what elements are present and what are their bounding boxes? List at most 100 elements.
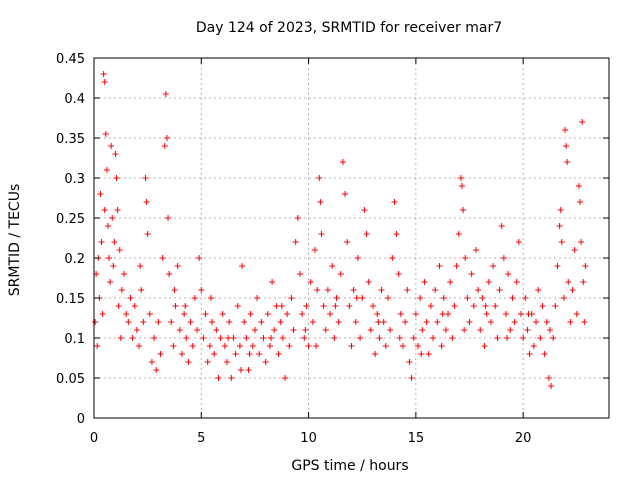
data-point xyxy=(140,319,147,325)
data-point xyxy=(430,335,437,341)
data-point xyxy=(520,335,527,341)
data-point xyxy=(361,207,368,213)
data-point xyxy=(234,303,241,309)
data-point xyxy=(365,279,372,285)
data-point xyxy=(504,335,511,341)
data-point xyxy=(354,255,361,261)
data-point xyxy=(541,351,548,357)
data-point xyxy=(556,223,563,229)
data-point xyxy=(548,383,555,389)
data-point xyxy=(503,311,509,317)
data-point xyxy=(494,335,501,341)
data-point xyxy=(254,295,261,301)
data-point xyxy=(445,311,452,317)
data-point xyxy=(367,327,374,333)
data-point xyxy=(397,311,404,317)
data-point xyxy=(363,231,370,237)
data-point xyxy=(472,247,479,253)
data-point xyxy=(125,319,132,325)
data-point xyxy=(118,287,125,293)
data-point xyxy=(432,287,439,293)
data-point xyxy=(226,319,233,325)
data-point xyxy=(575,183,582,189)
data-point xyxy=(196,255,203,261)
data-point xyxy=(374,311,381,317)
data-point xyxy=(324,287,331,293)
data-point xyxy=(333,295,340,301)
data-point xyxy=(107,279,114,285)
data-point xyxy=(94,343,101,349)
data-point xyxy=(442,327,449,333)
data-point xyxy=(273,303,280,309)
data-point xyxy=(108,143,115,149)
data-point xyxy=(266,343,273,349)
data-point xyxy=(137,263,144,269)
data-point xyxy=(578,239,585,245)
x-axis-label: GPS time / hours xyxy=(291,458,408,474)
data-point xyxy=(305,343,312,349)
data-point xyxy=(241,319,248,325)
data-point xyxy=(393,231,400,237)
data-point xyxy=(264,311,271,317)
data-point xyxy=(245,367,252,373)
data-point xyxy=(113,175,120,181)
data-point xyxy=(375,319,382,325)
data-point xyxy=(191,295,198,301)
data-point xyxy=(133,327,140,333)
data-point xyxy=(524,327,531,333)
data-point xyxy=(144,231,151,237)
data-point xyxy=(391,199,398,205)
data-point xyxy=(453,263,460,269)
data-point xyxy=(111,239,118,245)
data-point xyxy=(581,319,588,325)
data-point xyxy=(329,263,336,269)
data-point xyxy=(490,263,497,269)
data-point xyxy=(181,311,188,317)
data-point xyxy=(518,311,525,317)
grid xyxy=(94,58,609,418)
data-point xyxy=(352,319,359,325)
data-point xyxy=(127,295,134,301)
data-point xyxy=(260,335,267,341)
data-point xyxy=(224,359,231,365)
data-point xyxy=(182,303,189,309)
data-point xyxy=(275,351,282,357)
data-point xyxy=(243,335,250,341)
data-point xyxy=(151,335,158,341)
data-point xyxy=(307,279,314,285)
data-point xyxy=(449,335,456,341)
data-point xyxy=(418,351,425,357)
y-tick-label: 0.1 xyxy=(64,332,85,347)
data-point xyxy=(410,335,417,341)
data-point xyxy=(174,263,181,269)
data-point xyxy=(425,351,432,357)
data-point xyxy=(402,319,409,325)
data-point xyxy=(464,295,471,301)
data-point xyxy=(312,247,319,253)
data-point xyxy=(170,343,177,349)
data-point xyxy=(314,287,321,293)
data-point xyxy=(166,271,173,277)
data-point xyxy=(92,319,99,325)
data-point xyxy=(342,191,349,197)
data-point xyxy=(115,303,122,309)
data-point xyxy=(121,271,128,277)
data-point xyxy=(200,335,207,341)
data-point xyxy=(344,239,351,245)
data-point xyxy=(513,279,520,285)
data-point xyxy=(376,335,383,341)
data-point xyxy=(157,351,164,357)
data-point xyxy=(384,295,391,301)
data-point xyxy=(571,247,578,253)
data-point xyxy=(359,295,366,301)
data-point xyxy=(389,255,396,261)
data-point xyxy=(427,303,434,309)
y-tick-label: 0.05 xyxy=(56,372,85,387)
data-point xyxy=(258,319,265,325)
data-point xyxy=(357,335,364,341)
data-point xyxy=(99,311,106,317)
data-point xyxy=(279,335,286,341)
data-point xyxy=(573,311,580,317)
data-point xyxy=(579,119,586,125)
data-point xyxy=(318,231,325,237)
